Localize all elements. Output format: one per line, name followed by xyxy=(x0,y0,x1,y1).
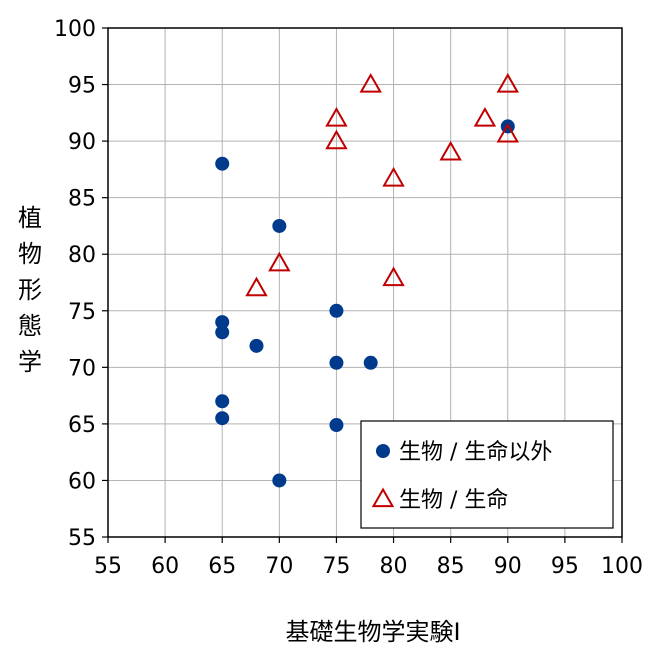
legend-entry: 生物 / 生命 xyxy=(371,487,508,513)
data-point xyxy=(325,129,348,150)
y-tick-label: 60 xyxy=(68,469,96,494)
data-point xyxy=(382,266,405,287)
y-tick-label: 95 xyxy=(68,74,96,99)
y-tick-label: 85 xyxy=(68,187,96,212)
x-tick-label: 65 xyxy=(208,554,236,579)
x-tick-label: 100 xyxy=(601,554,643,579)
legend-box xyxy=(360,420,614,529)
data-point xyxy=(329,303,344,318)
data-point xyxy=(359,73,382,93)
y-tick-label: 70 xyxy=(68,356,96,381)
legend-entry: 生物 / 生命以外 xyxy=(376,440,552,465)
data-point xyxy=(245,276,268,297)
data-point xyxy=(363,355,378,370)
x-tick-label: 75 xyxy=(322,554,350,579)
plot-area xyxy=(107,27,623,538)
y-tick-label: 100 xyxy=(54,17,96,42)
x-tick-label: 90 xyxy=(494,554,522,579)
y-tick-label: 90 xyxy=(68,130,96,155)
series-1 xyxy=(215,119,515,488)
data-point xyxy=(215,156,230,171)
data-point xyxy=(329,355,344,370)
data-point xyxy=(382,166,405,187)
legend-label: 生物 / 生命以外 xyxy=(399,440,552,465)
y-tick-label: 75 xyxy=(68,300,96,325)
series-2 xyxy=(245,73,520,297)
x-tick-label: 85 xyxy=(437,554,465,579)
legend-marker xyxy=(371,487,395,508)
data-point xyxy=(272,473,287,488)
data-point xyxy=(215,325,230,340)
data-point xyxy=(268,251,291,272)
y-axis-title: 植物形態学 xyxy=(18,204,42,376)
data-point xyxy=(249,338,264,353)
x-tick-label: 95 xyxy=(551,554,579,579)
data-series xyxy=(215,73,520,488)
data-point xyxy=(215,411,230,426)
data-point xyxy=(496,122,520,143)
x-axis-ticks: 55 60 65 70 75 80 85 90 95 100 xyxy=(94,537,643,579)
x-axis-title: 基礎生物学実験I xyxy=(285,618,460,646)
data-point xyxy=(439,140,462,161)
y-tick-label: 65 xyxy=(68,413,96,438)
x-tick-label: 60 xyxy=(151,554,179,579)
x-tick-label: 80 xyxy=(380,554,408,579)
x-tick-label: 70 xyxy=(265,554,293,579)
legend-marker xyxy=(376,444,390,458)
x-tick-label: 55 xyxy=(94,554,122,579)
y-tick-label: 80 xyxy=(68,243,96,268)
data-point xyxy=(325,106,348,127)
data-point xyxy=(272,218,287,233)
data-point xyxy=(473,106,497,127)
data-point xyxy=(215,394,230,409)
y-tick-label: 55 xyxy=(68,526,96,551)
y-axis-ticks: 55 60 65 70 75 80 85 90 95 100 xyxy=(54,17,108,551)
data-point xyxy=(496,73,520,93)
data-point xyxy=(329,418,344,433)
legend-label: 生物 / 生命 xyxy=(399,488,508,513)
data-point xyxy=(215,315,230,330)
